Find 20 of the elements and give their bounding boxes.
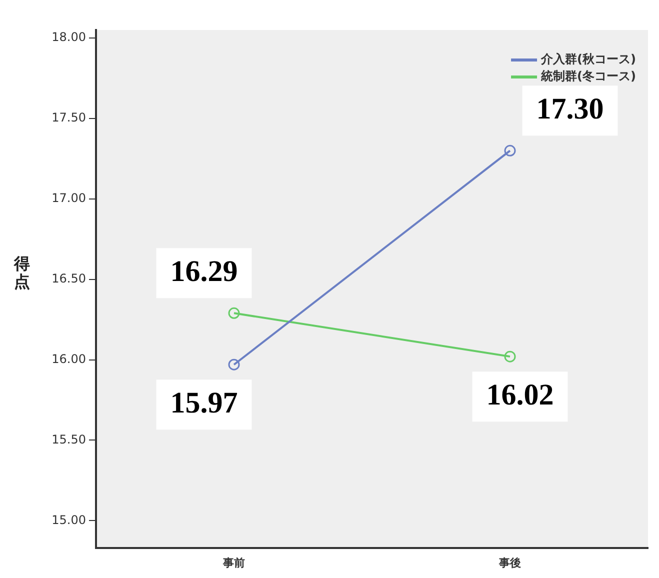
x-tick-label: 事後 [498, 556, 521, 570]
y-tick-label: 16.50 [52, 271, 86, 286]
point [228, 358, 240, 370]
data-label: 16.02 [486, 378, 554, 412]
y-tick-label: 17.50 [52, 110, 86, 125]
data-label: 15.97 [170, 386, 238, 420]
y-tick-label: 18.00 [52, 30, 86, 44]
point [504, 144, 516, 156]
y-tick-label: 17.00 [52, 191, 86, 206]
y-tick-label: 16.00 [52, 352, 86, 366]
data-label: 17.30 [536, 92, 604, 126]
y-axis-title: 得点 [14, 254, 31, 291]
y-tick-label: 15.50 [52, 432, 86, 446]
legend-label: 介入群(秋コース) [540, 52, 636, 66]
legend-label: 統制群(冬コース) [540, 69, 636, 84]
y-tick-label: 15.00 [52, 512, 86, 527]
data-label: 16.29 [170, 254, 238, 288]
x-tick-label: 事前 [222, 556, 245, 570]
point [504, 350, 516, 362]
point [228, 307, 240, 319]
